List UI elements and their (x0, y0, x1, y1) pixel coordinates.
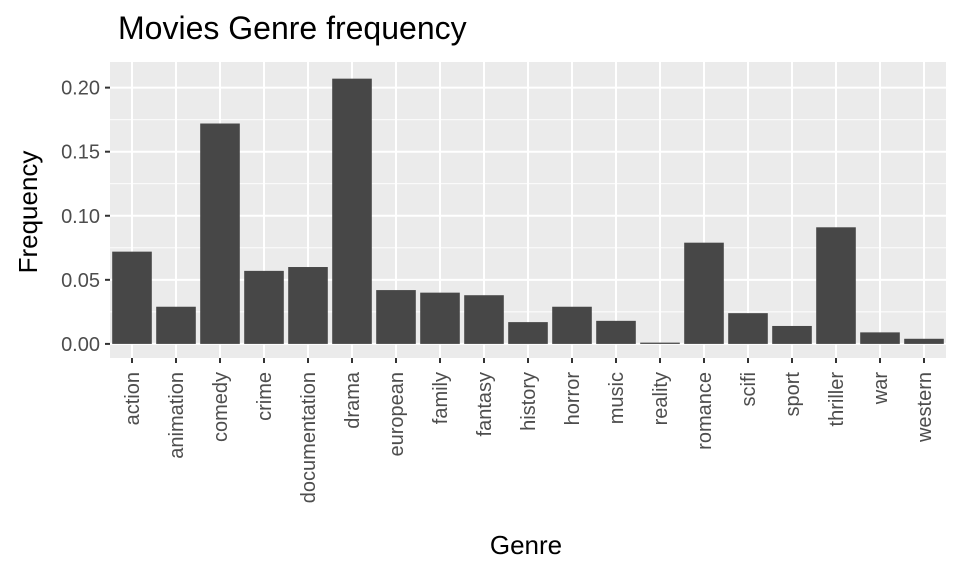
bars (112, 78, 944, 344)
bar-drama (332, 78, 372, 344)
bar-horror (552, 306, 592, 344)
chart-title: Movies Genre frequency (118, 10, 467, 46)
bar-family (420, 292, 460, 344)
y-tick-label: 0.10 (61, 206, 100, 228)
x-tick-label-western: western (914, 372, 936, 443)
bar-western (904, 338, 944, 344)
x-tick-label-music: music (606, 372, 628, 424)
x-tick-label-scifi: scifi (738, 372, 760, 406)
y-tick-label: 0.05 (61, 270, 100, 292)
bar-reality (640, 342, 680, 344)
y-axis: 0.00 0.05 0.10 0.15 0.20 (61, 78, 110, 356)
x-tick-label-crime: crime (254, 372, 276, 421)
x-axis: action animation comedy crime documentation d… (122, 358, 936, 503)
bar-crime (244, 270, 284, 344)
bar-music (596, 320, 636, 344)
x-tick-label-comedy: comedy (210, 372, 232, 442)
x-tick-label-family: family (430, 372, 452, 424)
bar-animation (156, 306, 196, 344)
bar-european (376, 290, 416, 344)
bar-action (112, 251, 152, 344)
bar-scifi (728, 313, 768, 344)
x-tick-label-fantasy: fantasy (474, 372, 496, 436)
x-tick-label-thriller: thriller (826, 372, 848, 427)
bar-history (508, 322, 548, 344)
x-tick-label-drama: drama (342, 371, 364, 429)
y-tick-label: 0.20 (61, 78, 100, 100)
bar-romance (684, 242, 724, 344)
x-tick-label-documentation: documentation (298, 372, 320, 503)
y-axis-title: Frequency (13, 151, 43, 274)
y-tick-label: 0.15 (61, 142, 100, 164)
x-tick-label-action: action (122, 372, 144, 425)
bar-documentation (288, 267, 328, 344)
y-tick-label: 0.00 (61, 334, 100, 356)
bar-war (860, 332, 900, 344)
x-tick-label-european: european (386, 372, 408, 457)
bar-fantasy (464, 295, 504, 344)
bar-comedy (200, 123, 240, 344)
x-tick-label-reality: reality (650, 372, 672, 425)
x-axis-title: Genre (490, 530, 562, 560)
x-tick-label-horror: horror (562, 372, 584, 426)
x-tick-label-history: history (518, 372, 540, 431)
x-tick-label-romance: romance (694, 372, 716, 450)
bar-sport (772, 325, 812, 344)
x-tick-label-war: war (870, 372, 892, 406)
bar-thriller (816, 227, 856, 344)
x-tick-label-animation: animation (166, 372, 188, 459)
x-tick-label-sport: sport (782, 372, 804, 417)
